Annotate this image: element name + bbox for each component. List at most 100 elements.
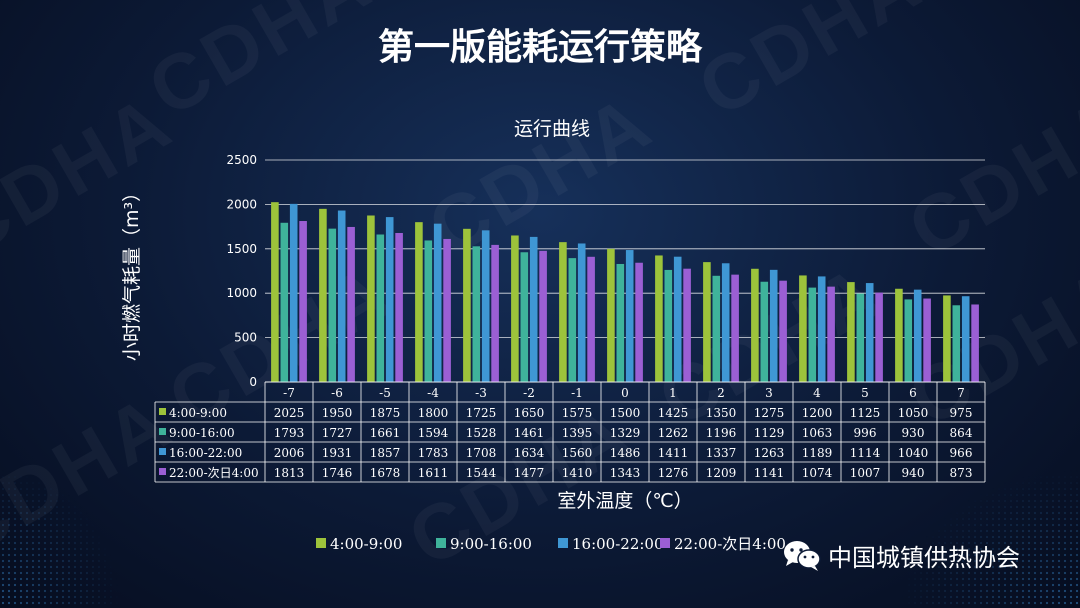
data-label: 1800 xyxy=(418,406,449,420)
data-label: 1329 xyxy=(610,426,641,440)
bar xyxy=(511,235,519,382)
data-label: 975 xyxy=(950,406,973,420)
data-label: 1050 xyxy=(898,406,929,420)
data-label: 1746 xyxy=(322,466,353,480)
data-label: 864 xyxy=(950,426,973,440)
data-label: 1129 xyxy=(754,426,785,440)
bar xyxy=(299,221,307,382)
organization-logo: 中国城镇供热协会 xyxy=(782,538,1020,573)
data-label: 1337 xyxy=(706,446,737,460)
bar xyxy=(913,289,922,382)
bar xyxy=(779,280,787,382)
bar xyxy=(943,295,951,382)
bar xyxy=(529,236,538,382)
y-axis-label: 小时燃气耗量（m³） xyxy=(121,183,143,361)
bar xyxy=(289,203,298,382)
x-tick-label: -2 xyxy=(523,386,535,400)
legend-label: 4:00-9:00 xyxy=(330,535,402,553)
legend-swatch xyxy=(436,538,446,548)
data-label: 1189 xyxy=(802,446,833,460)
bar xyxy=(271,202,279,382)
data-label: 1411 xyxy=(658,446,689,460)
legend-label: 9:00-16:00 xyxy=(450,535,532,553)
x-tick-label: -5 xyxy=(379,386,391,400)
bar xyxy=(808,287,817,382)
x-tick-label: 5 xyxy=(861,386,869,400)
data-label: 1611 xyxy=(418,466,449,480)
data-label: 1200 xyxy=(802,406,833,420)
data-label: 1141 xyxy=(754,466,785,480)
bar xyxy=(328,228,337,382)
data-label: 1708 xyxy=(466,446,497,460)
data-label: 1594 xyxy=(418,426,449,440)
data-label: 1875 xyxy=(370,406,401,420)
data-label: 1410 xyxy=(562,466,593,480)
data-label: 1275 xyxy=(754,406,785,420)
data-label: 1114 xyxy=(850,446,881,460)
table-series-name: 22:00-次日4:00 xyxy=(169,466,259,480)
data-label: 1813 xyxy=(274,466,305,480)
bar xyxy=(827,286,835,382)
bar xyxy=(751,268,759,382)
y-tick-label: 1000 xyxy=(226,286,257,300)
wechat-icon xyxy=(784,540,821,571)
data-label: 1209 xyxy=(706,466,737,480)
bar xyxy=(587,256,595,382)
x-tick-label: -3 xyxy=(475,386,487,400)
data-label: 1477 xyxy=(514,466,545,480)
bar xyxy=(415,222,423,382)
data-label: 1950 xyxy=(322,406,353,420)
table-legend-key xyxy=(159,408,166,415)
bar xyxy=(721,263,730,382)
data-label: 1857 xyxy=(370,446,401,460)
page-title: 第一版能耗运行策略 xyxy=(377,27,702,68)
data-label: 1040 xyxy=(898,446,929,460)
y-tick-label: 1500 xyxy=(226,242,257,256)
table-legend-key xyxy=(159,468,166,475)
bar xyxy=(760,281,769,382)
data-label: 2006 xyxy=(274,446,305,460)
bar xyxy=(491,244,499,382)
bar xyxy=(472,246,481,382)
data-label: 1196 xyxy=(706,426,737,440)
data-label: 1575 xyxy=(562,406,593,420)
data-label: 930 xyxy=(902,426,925,440)
data-label: 1461 xyxy=(514,426,545,440)
bar xyxy=(347,226,355,382)
data-label: 1276 xyxy=(658,466,689,480)
bar xyxy=(481,230,490,382)
bar xyxy=(875,292,883,382)
bar xyxy=(539,250,547,382)
data-label: 1500 xyxy=(610,406,641,420)
y-tick-label: 2000 xyxy=(226,197,257,211)
data-label: 2025 xyxy=(274,406,305,420)
bar xyxy=(463,228,471,382)
data-label: 1783 xyxy=(418,446,449,460)
bar xyxy=(865,283,874,382)
data-label: 1931 xyxy=(322,446,353,460)
bar xyxy=(319,208,327,382)
bar xyxy=(616,263,625,382)
data-label: 1634 xyxy=(514,446,545,460)
bar xyxy=(376,234,385,382)
x-tick-label: -1 xyxy=(571,386,583,400)
data-label: 1486 xyxy=(610,446,641,460)
data-label: 1350 xyxy=(706,406,737,420)
data-label: 873 xyxy=(950,466,973,480)
bar xyxy=(952,305,961,382)
table-legend-key xyxy=(159,428,166,435)
x-axis-label: 室外温度（℃） xyxy=(557,490,692,512)
data-label: 1650 xyxy=(514,406,545,420)
x-tick-label: -7 xyxy=(283,386,295,400)
y-tick-label: 500 xyxy=(234,331,257,345)
bar xyxy=(385,217,394,382)
bar xyxy=(895,288,903,382)
x-tick-label: 0 xyxy=(621,386,629,400)
data-label: 1395 xyxy=(562,426,593,440)
legend-label: 16:00-22:00 xyxy=(572,535,664,553)
bar xyxy=(635,262,643,382)
bar xyxy=(367,215,375,382)
data-label: 1063 xyxy=(802,426,833,440)
bar xyxy=(769,269,778,382)
